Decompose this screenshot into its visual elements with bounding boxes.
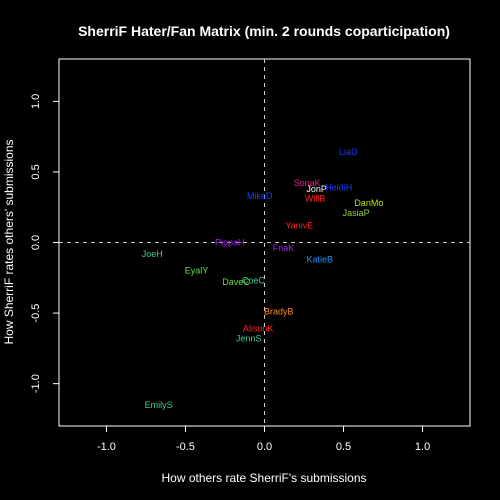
y-axis: -1.0 -0.5 0.0 0.5 1.0 — [30, 94, 59, 393]
x-tick-label: 0.5 — [336, 441, 351, 453]
x-tick-label: 1.0 — [415, 441, 430, 453]
point-label-heidih: HeidiH — [325, 182, 352, 192]
x-tick-label: 0.0 — [257, 441, 272, 453]
y-tick-label: -1.0 — [30, 374, 42, 393]
y-axis-label: How SherriF rates others' submissions — [2, 139, 16, 344]
point-label-liad: LiaD — [339, 147, 358, 157]
y-tick-label: -0.5 — [30, 304, 42, 323]
point-label-joeh: JoeH — [142, 249, 163, 259]
point-label-coec: CoeC — [242, 276, 266, 286]
point-label-jonp: JonP — [306, 184, 327, 194]
x-axis-label: How others rate SherriF's submissions — [161, 471, 366, 485]
point-label-alisonk: AlisonK — [243, 324, 274, 334]
point-label-jenns: JennS — [236, 333, 262, 343]
x-tick-label: -0.5 — [176, 441, 195, 453]
y-tick-label: 1.0 — [30, 94, 42, 109]
point-label-pippah: PippaH — [215, 238, 245, 248]
point-label-davec: DaveC — [222, 277, 250, 287]
point-label-miked: MikeD — [247, 191, 273, 201]
point-label-bradyb: BradyB — [264, 307, 294, 317]
x-tick-label: -1.0 — [97, 441, 116, 453]
reference-lines — [59, 59, 470, 426]
chart-title: SherriF Hater/Fan Matrix (min. 2 rounds … — [78, 23, 450, 39]
point-label-katieb: KatieB — [307, 254, 334, 264]
y-tick-label: 0.5 — [30, 164, 42, 179]
point-label-eyaly: EyalY — [185, 266, 209, 276]
point-label-jasiap: JasiaP — [343, 208, 370, 218]
y-tick-label: 0.0 — [30, 235, 42, 250]
point-label-sonak: SonaK — [294, 178, 321, 188]
point-label-fnak: FnaK — [273, 243, 295, 253]
point-label-willb: WillB — [305, 194, 326, 204]
plot-frame — [58, 58, 471, 427]
point-label-emilys: EmilyS — [145, 400, 173, 410]
x-axis: -1.0 -0.5 0.0 0.5 1.0 — [97, 426, 430, 453]
point-label-danmo: DanMo — [354, 198, 383, 208]
point-label-yanive: YanivE — [285, 221, 313, 231]
